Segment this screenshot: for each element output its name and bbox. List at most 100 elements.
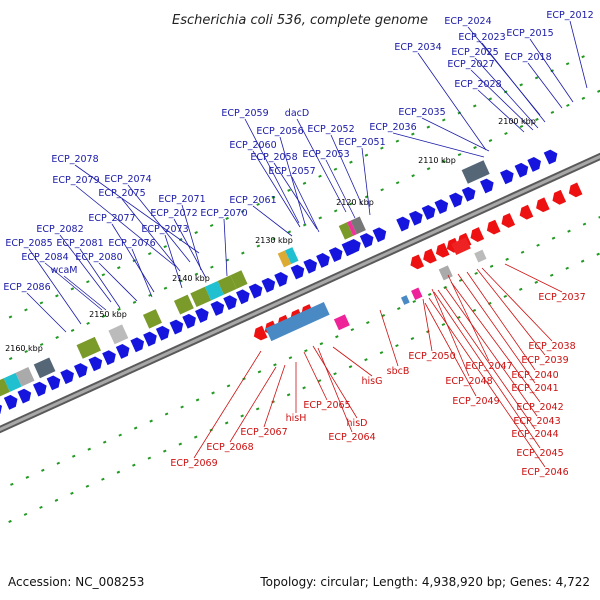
gene-label: ECP_2015 bbox=[506, 28, 553, 39]
gene-label: hisG bbox=[362, 376, 383, 387]
gene-label: ECP_2086 bbox=[3, 282, 50, 293]
forward-gene-arrow bbox=[396, 216, 410, 232]
forward-gene-arrow bbox=[3, 394, 18, 410]
forward-gene-arrow bbox=[261, 277, 276, 293]
forward-gene-block bbox=[33, 357, 56, 379]
reverse-gene-block bbox=[333, 314, 350, 331]
forward-gene-arrow bbox=[480, 178, 494, 194]
gene-label: sbcB bbox=[387, 366, 410, 377]
forward-gene-arrow bbox=[328, 247, 343, 263]
reverse-gene-block bbox=[451, 237, 471, 255]
forward-gene-arrow bbox=[0, 404, 3, 414]
forward-gene-block bbox=[108, 324, 129, 345]
gene-label: ECP_2046 bbox=[521, 467, 568, 478]
gene-label: ECP_2040 bbox=[511, 370, 558, 381]
forward-gene-block bbox=[461, 160, 490, 184]
forward-gene-block bbox=[338, 222, 354, 240]
gene-label: ECP_2052 bbox=[307, 124, 354, 135]
forward-gene-block bbox=[173, 294, 194, 315]
forward-gene-arrow bbox=[316, 253, 330, 268]
forward-gene-block bbox=[285, 247, 299, 265]
gene-label: ECP_2025 bbox=[451, 47, 498, 58]
forward-gene-block bbox=[350, 216, 366, 235]
reverse-gene-arrow bbox=[435, 242, 450, 258]
gene-label: ECP_2049 bbox=[452, 396, 499, 407]
forward-gene-arrow bbox=[182, 313, 196, 329]
forward-gene-arrow bbox=[359, 233, 374, 248]
reverse-gene-arrow bbox=[501, 213, 516, 228]
forward-gene-arrow bbox=[210, 301, 225, 316]
forward-gene-arrow bbox=[143, 331, 157, 347]
gene-label: ECP_2053 bbox=[302, 149, 349, 160]
forward-gene-arrow bbox=[347, 238, 361, 254]
forward-gene-block bbox=[190, 286, 212, 308]
forward-gene-arrow bbox=[60, 369, 74, 385]
gene-label: hisD bbox=[347, 418, 368, 429]
tick-marks bbox=[8, 55, 600, 523]
tick-label: 2120 kbp bbox=[336, 198, 374, 207]
gene-label: ECP_2061 bbox=[229, 195, 276, 206]
gene-label: ECP_2065 bbox=[303, 400, 350, 411]
gene-label: wcaM bbox=[50, 265, 77, 276]
gene-label: ECP_2077 bbox=[88, 213, 135, 224]
forward-gene-arrow bbox=[102, 350, 116, 366]
forward-gene-arrow bbox=[88, 356, 103, 372]
forward-gene-block bbox=[230, 270, 248, 289]
reverse-gene-block bbox=[265, 301, 330, 342]
gene-label: ECP_2047 bbox=[465, 361, 512, 372]
gene-label: ECP_2039 bbox=[521, 355, 568, 366]
forward-gene-arrow bbox=[409, 210, 423, 226]
tick-label: 2160 kbp bbox=[5, 344, 43, 353]
tick-labels: 2100 kbp 2110 kbp 2120 kbp 2130 kbp 2140 kbp… bbox=[5, 117, 536, 353]
gene-label: ECP_2074 bbox=[104, 174, 151, 185]
forward-gene-block bbox=[217, 275, 237, 295]
forward-gene-arrow bbox=[434, 199, 449, 215]
map-title: Escherichia coli 536, complete genome bbox=[172, 13, 428, 28]
reverse-gene-block bbox=[400, 295, 410, 305]
reverse-gene-arrow bbox=[410, 254, 425, 270]
forward-gene-block bbox=[277, 250, 292, 268]
reverse-gene-arrow bbox=[423, 248, 437, 264]
gene-label: ECP_2051 bbox=[338, 137, 385, 148]
forward-gene-arrow bbox=[303, 258, 318, 274]
label-leader-lines bbox=[26, 20, 588, 468]
gene-label: ECP_2080 bbox=[75, 252, 122, 263]
reverse-gene-arrow bbox=[536, 197, 550, 213]
gene-label: ECP_2023 bbox=[458, 32, 505, 43]
gene-label: ECP_2070 bbox=[200, 208, 247, 219]
forward-gene-arrow bbox=[236, 289, 250, 305]
gene-label: ECP_2027 bbox=[447, 59, 494, 70]
forward-gene-arrow bbox=[169, 319, 184, 335]
forward-gene-arrow bbox=[17, 388, 32, 404]
reverse-gene-arrow bbox=[552, 189, 567, 205]
accession-text: Accession: NC_008253 bbox=[8, 575, 144, 589]
gene-label: ECP_2037 bbox=[538, 292, 585, 303]
forward-gene-arrow bbox=[155, 325, 170, 341]
forward-gene-arrow bbox=[449, 192, 463, 208]
forward-gene-block bbox=[15, 367, 35, 387]
forward-gene-block bbox=[0, 378, 10, 397]
gene-label: ECP_2072 bbox=[150, 208, 197, 219]
gene-label: ECP_2081 bbox=[56, 238, 103, 249]
reverse-gene-arrow bbox=[253, 325, 268, 341]
gene-label: ECP_2058 bbox=[250, 152, 297, 163]
gene-label: ECP_2084 bbox=[21, 252, 68, 263]
gene-label: ECP_2059 bbox=[221, 108, 268, 119]
forward-gene-block bbox=[204, 280, 224, 301]
forward-gene-arrow bbox=[115, 344, 130, 359]
genome-summary-text: Topology: circular; Length: 4,938,920 bp… bbox=[259, 575, 590, 589]
gene-label: hisH bbox=[286, 413, 307, 424]
forward-gene-arrow bbox=[461, 186, 476, 202]
forward-gene-block bbox=[143, 309, 162, 329]
gene-label: ECP_2050 bbox=[408, 351, 455, 362]
tick-label: 2110 kbp bbox=[418, 156, 456, 165]
gene-label: ECP_2044 bbox=[511, 429, 558, 440]
forward-gene-arrow bbox=[421, 205, 436, 220]
genome-backbone bbox=[0, 152, 600, 434]
gene-label: ECP_2071 bbox=[158, 194, 205, 205]
forward-gene-block bbox=[76, 336, 101, 359]
gene-label: ECP_2068 bbox=[206, 442, 253, 453]
forward-gene-arrow bbox=[248, 283, 263, 299]
gene-label: ECP_2069 bbox=[170, 458, 217, 469]
